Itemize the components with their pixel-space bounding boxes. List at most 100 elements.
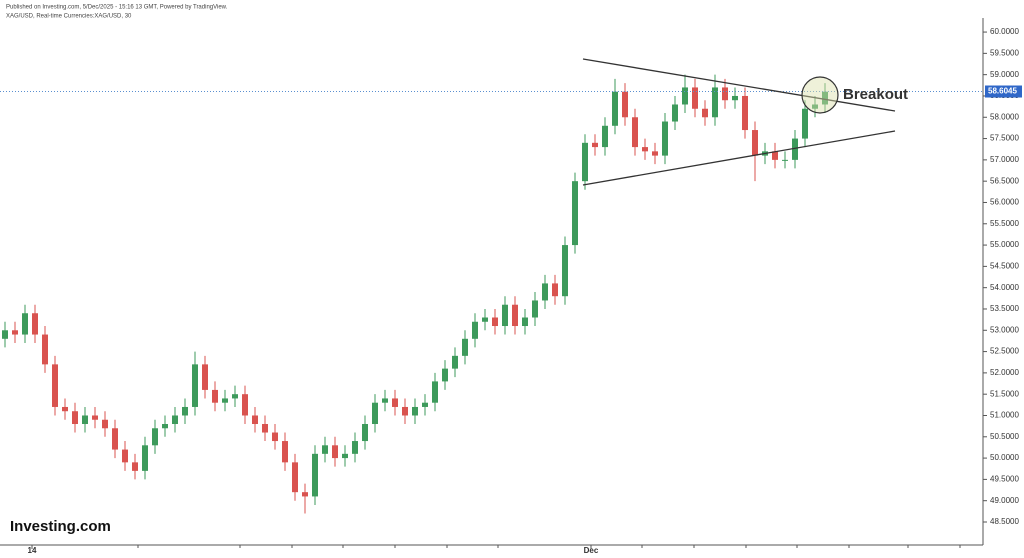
candle-body bbox=[792, 138, 798, 160]
candle-body bbox=[532, 300, 538, 318]
y-tick-label: 50.5000 bbox=[990, 432, 1019, 441]
candle-body bbox=[452, 355, 458, 369]
candle-body bbox=[622, 91, 628, 118]
x-tick-label: 14 bbox=[28, 546, 37, 555]
candle-body bbox=[462, 338, 468, 356]
candle-body bbox=[292, 462, 298, 493]
y-tick-label: 53.0000 bbox=[990, 325, 1019, 334]
y-tick-label: 56.0000 bbox=[990, 198, 1019, 207]
candle-body bbox=[372, 402, 378, 425]
y-tick-label: 59.0000 bbox=[990, 70, 1019, 79]
x-tick-label: Dec bbox=[584, 546, 599, 555]
published-note: Published on Investing.com, 5/Dec/2025 -… bbox=[6, 5, 228, 11]
candle-body bbox=[12, 330, 18, 335]
y-tick-label: 60.0000 bbox=[990, 27, 1019, 36]
y-tick-label: 54.5000 bbox=[990, 261, 1019, 270]
y-tick-label: 49.5000 bbox=[990, 475, 1019, 484]
candle-body bbox=[562, 245, 568, 297]
candle-body bbox=[492, 317, 498, 327]
candle-body bbox=[802, 108, 808, 139]
candle-body bbox=[52, 364, 58, 407]
y-tick-label: 50.0000 bbox=[990, 453, 1019, 462]
candle-body bbox=[732, 95, 738, 101]
candle-body bbox=[712, 87, 718, 118]
candle-body bbox=[632, 117, 638, 148]
candle-body bbox=[412, 406, 418, 416]
y-tick-label: 55.0000 bbox=[990, 240, 1019, 249]
candle-body bbox=[162, 424, 168, 429]
candle-body bbox=[662, 121, 668, 156]
candle-body bbox=[302, 492, 308, 497]
candle-body bbox=[702, 108, 708, 118]
candle-body bbox=[392, 398, 398, 407]
candle-body bbox=[742, 95, 748, 131]
candle-body bbox=[382, 398, 388, 403]
candle-body bbox=[642, 147, 648, 152]
symbol-info: XAG/USD, Real-time Currencies:XAG/USD, 3… bbox=[6, 14, 132, 20]
y-tick-label: 57.5000 bbox=[990, 134, 1019, 143]
candle-body bbox=[652, 151, 658, 156]
candle-body bbox=[72, 411, 78, 425]
candle-body bbox=[612, 91, 618, 126]
candle-body bbox=[332, 445, 338, 459]
candle-body bbox=[82, 415, 88, 425]
candle-body bbox=[262, 424, 268, 433]
candle-body bbox=[432, 381, 438, 403]
trend-line-upper bbox=[582, 58, 896, 112]
candle-body bbox=[202, 364, 208, 390]
candle-body bbox=[772, 151, 778, 160]
candle-body bbox=[152, 428, 158, 446]
y-tick-label: 52.5000 bbox=[990, 347, 1019, 356]
candle-body bbox=[122, 449, 128, 463]
candle-body bbox=[322, 445, 328, 454]
candle-body bbox=[212, 389, 218, 403]
candle-body bbox=[22, 313, 28, 335]
candle-body bbox=[592, 142, 598, 148]
y-tick-label: 52.0000 bbox=[990, 368, 1019, 377]
candle-body bbox=[92, 415, 98, 420]
candle-body bbox=[512, 304, 518, 327]
trend-line-lower bbox=[582, 130, 896, 186]
candle-body bbox=[672, 104, 678, 122]
y-tick-label: 53.5000 bbox=[990, 304, 1019, 313]
candle-body bbox=[752, 130, 758, 156]
candle-body bbox=[172, 415, 178, 425]
candle-body bbox=[142, 445, 148, 471]
annotation: Breakout bbox=[843, 86, 908, 103]
candle-body bbox=[132, 462, 138, 471]
axis-labels: 48.5000 49.0000 49.5000 50.0000 50.5000 51.00… bbox=[28, 27, 1022, 555]
y-tick-label: 58.0000 bbox=[990, 112, 1019, 121]
y-tick-label: 51.5000 bbox=[990, 389, 1019, 398]
candle-body bbox=[602, 125, 608, 148]
breakout-circle bbox=[801, 76, 839, 114]
candle-body bbox=[442, 368, 448, 382]
candle-body bbox=[242, 394, 248, 416]
price-label: 58.6045 bbox=[988, 87, 1017, 96]
logo: Investing.com bbox=[10, 518, 111, 535]
candle-body bbox=[312, 453, 318, 497]
candle-body bbox=[112, 428, 118, 450]
candle-body bbox=[362, 424, 368, 442]
candle-body bbox=[352, 441, 358, 454]
candle-body bbox=[282, 441, 288, 463]
candle-body bbox=[252, 415, 258, 425]
candle-body bbox=[582, 142, 588, 182]
y-tick-label: 59.5000 bbox=[990, 48, 1019, 57]
y-tick-label: 51.0000 bbox=[990, 411, 1019, 420]
candle-body bbox=[542, 283, 548, 301]
y-tick-label: 56.5000 bbox=[990, 176, 1019, 185]
candle-body bbox=[232, 394, 238, 399]
candle-body bbox=[472, 321, 478, 339]
candle-body bbox=[572, 181, 578, 246]
plot-area bbox=[0, 74, 983, 514]
candle-body bbox=[102, 419, 108, 429]
candle-body bbox=[182, 406, 188, 416]
candle-body bbox=[822, 91, 828, 105]
y-tick-label: 54.0000 bbox=[990, 283, 1019, 292]
candle-body bbox=[192, 364, 198, 407]
candle-body bbox=[32, 313, 38, 335]
y-tick-label: 48.5000 bbox=[990, 517, 1019, 526]
price-badge bbox=[985, 85, 1022, 98]
candle-body bbox=[42, 334, 48, 365]
